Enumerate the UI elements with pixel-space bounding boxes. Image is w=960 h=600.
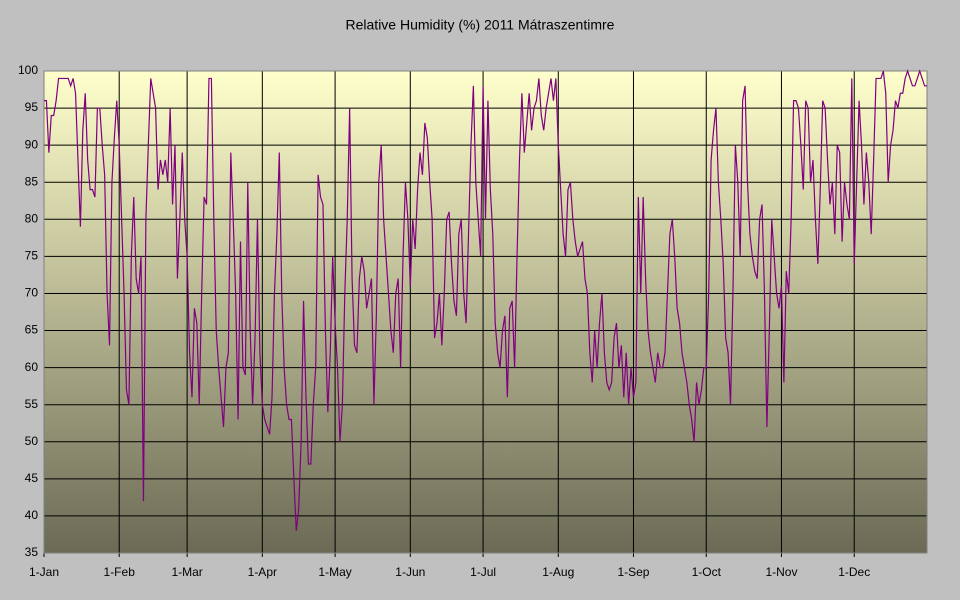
chart-title: Relative Humidity (%) 2011 Mátraszentimr… xyxy=(346,17,615,33)
y-tick-label: 95 xyxy=(25,100,39,114)
data-line xyxy=(44,69,927,531)
y-tick-label: 70 xyxy=(25,286,39,300)
x-tick-label: 1-Dec xyxy=(838,565,870,579)
y-tick-label: 90 xyxy=(25,137,39,151)
y-tick-label: 45 xyxy=(25,471,39,485)
y-tick-label: 75 xyxy=(25,249,39,263)
y-tick-label: 55 xyxy=(25,397,39,411)
x-tick-label: 1-Feb xyxy=(104,565,136,579)
y-tick-label: 50 xyxy=(25,434,39,448)
x-tick-label: 1-Jul xyxy=(470,565,496,579)
y-tick-label: 60 xyxy=(25,360,39,374)
x-tick-label: 1-Mar xyxy=(171,565,202,579)
x-tick-label: 1-Apr xyxy=(248,565,277,579)
x-tick-label: 1-May xyxy=(318,565,351,579)
y-tick-label: 40 xyxy=(25,508,39,522)
y-tick-label: 65 xyxy=(25,323,39,337)
x-tick-label: 1-Aug xyxy=(542,565,574,579)
y-tick-label: 35 xyxy=(25,545,39,559)
y-tick-label: 100 xyxy=(18,63,38,77)
x-tick-label: 1-Sep xyxy=(617,565,649,579)
x-tick-label: 1-Jun xyxy=(395,565,425,579)
plot-area xyxy=(44,71,927,553)
x-tick-label: 1-Nov xyxy=(765,565,797,579)
y-tick-label: 85 xyxy=(25,174,39,188)
plot-border xyxy=(43,70,928,554)
x-tick-label: 1-Oct xyxy=(692,565,722,579)
y-tick-label: 80 xyxy=(25,211,39,225)
x-tick-label: 1-Jan xyxy=(29,565,59,579)
